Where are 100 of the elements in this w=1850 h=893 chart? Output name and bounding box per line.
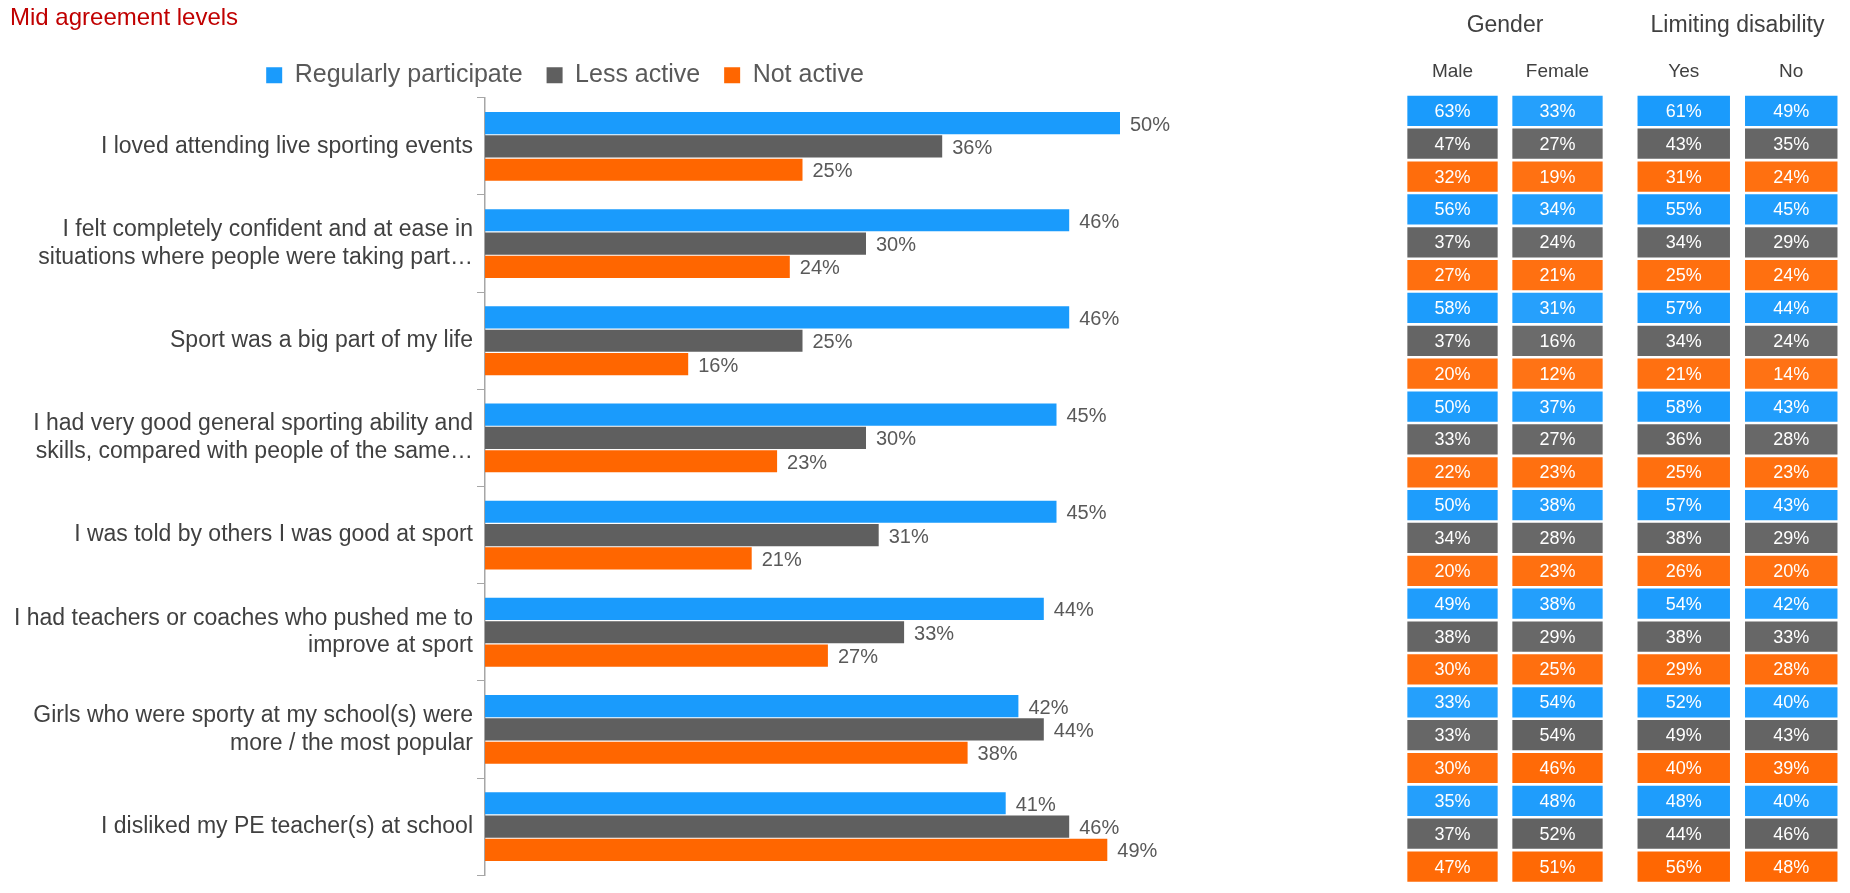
y-tick-label: Girls who were sporty at my school(s) were more / the most popular (33, 700, 474, 755)
data-label: 21% (1665, 363, 1702, 384)
x-tick-label: Female (1525, 60, 1590, 82)
data-label: 50% (1434, 495, 1471, 516)
data-label: 25% (1539, 659, 1576, 680)
data-label: 34% (1434, 527, 1471, 548)
data-label: 23% (787, 450, 828, 473)
data-label: 24% (799, 256, 841, 279)
x-tick-label: Yes (1668, 60, 1700, 82)
data-label: 20% (1434, 560, 1471, 581)
data-label: 20% (1773, 560, 1810, 581)
data-label: 29% (1665, 659, 1702, 680)
data-label: 35% (1434, 790, 1471, 811)
data-label: 33% (914, 621, 955, 644)
legend-label: Less active (575, 59, 701, 88)
data-label: 45% (1066, 501, 1107, 524)
data-label: 24% (1773, 330, 1810, 351)
data-label: 52% (1539, 823, 1576, 844)
y-tick-label: Sport was a big part of my life (170, 326, 473, 353)
data-label: 46% (1079, 209, 1120, 232)
data-label: 56% (1434, 199, 1471, 220)
data-label: 40% (1773, 692, 1810, 713)
data-label: 56% (1665, 856, 1702, 877)
bar (485, 232, 866, 255)
bar (485, 209, 1070, 232)
data-label: 35% (1773, 133, 1810, 154)
data-label: 24% (1773, 166, 1810, 187)
data-label: 19% (1539, 166, 1576, 187)
data-label: 34% (1665, 232, 1702, 253)
bar (485, 111, 1120, 135)
bar (485, 329, 803, 352)
bar (485, 792, 1006, 815)
bar (485, 500, 1057, 523)
data-label: 38% (1665, 626, 1702, 647)
data-label: 34% (1665, 330, 1702, 351)
data-label: 20% (1434, 363, 1471, 384)
data-label: 25% (812, 330, 853, 353)
data-label: 54% (1665, 593, 1702, 614)
data-label: 41% (1015, 792, 1056, 815)
data-label: 49% (1434, 593, 1471, 614)
bar (485, 306, 1070, 329)
data-label: 28% (1539, 527, 1576, 548)
data-label: 44% (1053, 718, 1095, 741)
data-label: 23% (1539, 462, 1576, 483)
data-label: 42% (1773, 593, 1810, 614)
data-label: 47% (1434, 856, 1471, 877)
data-label: 23% (1539, 560, 1576, 581)
bar (485, 524, 879, 547)
data-label: 28% (1773, 659, 1810, 680)
bar (485, 547, 752, 570)
data-label: 49% (1117, 839, 1158, 862)
data-label: 24% (1773, 265, 1810, 286)
data-label: 25% (812, 159, 853, 182)
bar (485, 644, 828, 667)
data-label: 46% (1539, 757, 1576, 778)
data-label: 31% (888, 524, 929, 547)
bar (485, 718, 1044, 741)
data-label: 14% (1773, 363, 1810, 384)
chart-title: Limiting disability (1650, 11, 1825, 38)
data-label: 37% (1434, 823, 1471, 844)
data-label: 54% (1539, 692, 1576, 713)
data-label: 43% (1773, 495, 1810, 516)
bar (485, 426, 866, 449)
data-label: 55% (1665, 199, 1702, 220)
y-tick-label: I felt completely confident and at ease in situations where people were taking part… (38, 215, 473, 269)
bar (485, 135, 943, 158)
legend-label: Regularly participate (294, 59, 523, 88)
data-label: 49% (1665, 725, 1702, 746)
y-tick-label: I was told by others I was good at sport (74, 520, 474, 547)
data-label: 27% (1539, 133, 1576, 154)
data-label: 50% (1434, 396, 1471, 417)
data-label: 46% (1079, 816, 1120, 839)
data-label: 16% (1539, 330, 1576, 351)
data-label: 63% (1434, 100, 1471, 121)
data-label: 43% (1773, 396, 1810, 417)
data-label: 43% (1665, 133, 1702, 154)
data-label: 16% (698, 353, 739, 376)
data-label: 33% (1434, 725, 1471, 746)
bar (485, 403, 1057, 426)
bar (485, 695, 1019, 718)
bar (485, 255, 790, 278)
y-tick-label: I had teachers or coaches who pushed me to improve at sport (13, 603, 474, 658)
data-label: 38% (1539, 495, 1576, 516)
data-label: 48% (1665, 790, 1702, 811)
data-label: 43% (1773, 725, 1810, 746)
data-label: 39% (1773, 757, 1810, 778)
data-label: 44% (1665, 823, 1702, 844)
data-label: 22% (1434, 462, 1471, 483)
data-label: 58% (1434, 297, 1471, 318)
y-tick-label: I disliked my PE teacher(s) at school (101, 811, 473, 838)
data-label: 45% (1773, 199, 1810, 220)
data-label: 25% (1665, 265, 1702, 286)
data-label: 38% (1665, 527, 1702, 548)
data-label: 32% (1434, 166, 1471, 187)
data-label: 29% (1773, 232, 1810, 253)
data-label: 33% (1539, 100, 1576, 121)
y-tick-label: I loved attending live sporting events (100, 131, 473, 158)
data-label: 27% (1539, 429, 1576, 450)
data-label: 48% (1539, 790, 1576, 811)
data-label: 30% (876, 427, 917, 450)
